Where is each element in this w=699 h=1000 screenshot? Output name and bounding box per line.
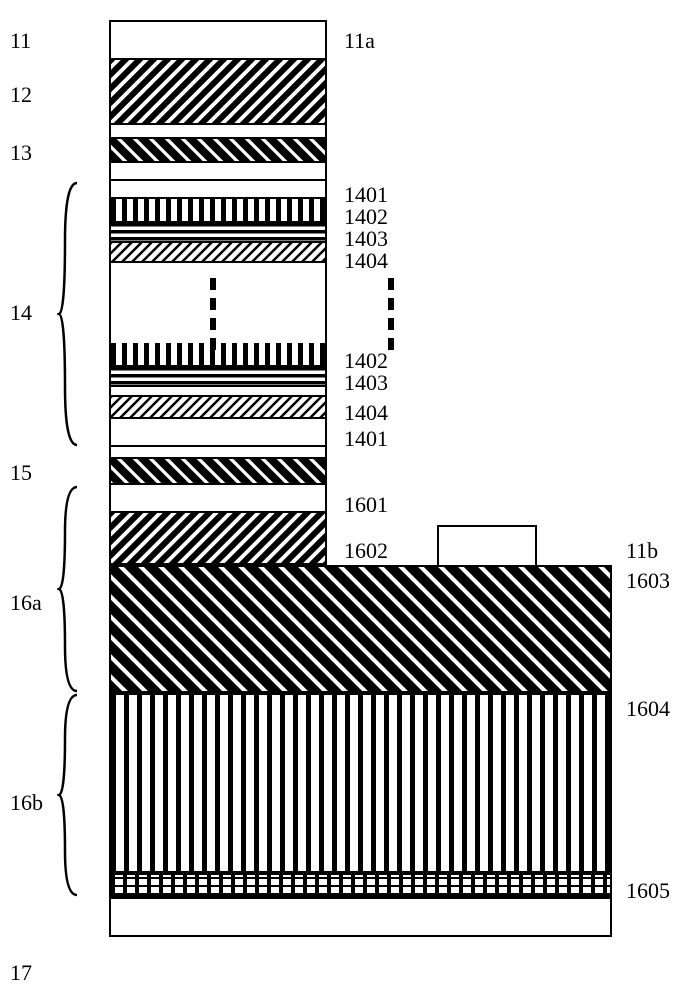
layer-l1403b: [109, 367, 327, 387]
vertical-ellipsis: [388, 278, 394, 358]
right-label: 1602: [344, 538, 388, 564]
right-label: 1401: [344, 426, 388, 452]
left-label: 15: [10, 460, 32, 486]
right-label-wide: 1605: [626, 878, 670, 904]
layer-l1603: [109, 565, 612, 693]
layer-l12: [109, 60, 327, 125]
layer-l11: [109, 20, 327, 60]
layer-l15s: [109, 447, 327, 459]
right-label-wide: 1604: [626, 696, 670, 722]
right-label: 1601: [344, 492, 388, 518]
left-label: 16a: [10, 590, 42, 616]
layer-l12s: [109, 125, 327, 139]
layer-l11b: [437, 525, 537, 565]
layer-spacerb: [109, 387, 327, 397]
left-label: 11: [10, 28, 31, 54]
left-label: 17: [10, 960, 32, 986]
right-label-wide: 1603: [626, 568, 670, 594]
left-label: 13: [10, 140, 32, 166]
left-label: 14: [10, 300, 32, 326]
right-label: 1404: [344, 248, 388, 274]
layer-l13s: [109, 163, 327, 181]
layer-l1402a: [109, 199, 327, 223]
layer-l1403a: [109, 223, 327, 243]
layer-l1605: [109, 873, 612, 897]
layer-l17: [109, 897, 612, 937]
layer-l1401a: [109, 181, 327, 199]
layer-l15: [109, 459, 327, 485]
brace-b16a: [57, 485, 79, 693]
brace-b14: [57, 181, 79, 447]
layer-l1404b: [109, 397, 327, 419]
layer-l1401b: [109, 419, 327, 447]
brace-b16b: [57, 693, 79, 897]
layer-l1602: [109, 513, 327, 565]
right-label-wide: 11b: [626, 538, 658, 564]
left-label: 16b: [10, 790, 43, 816]
layer-l1404a: [109, 243, 327, 263]
right-label: 1404: [344, 400, 388, 426]
layer-l1402b: [109, 343, 327, 367]
left-label: 12: [10, 82, 32, 108]
layer-l1601: [109, 485, 327, 513]
vertical-ellipsis: [210, 278, 216, 358]
layer-l13: [109, 139, 327, 163]
layer-l1604: [109, 693, 612, 873]
right-label: 1403: [344, 370, 388, 396]
right-label: 11a: [344, 28, 375, 54]
layer-gap14: [109, 263, 327, 343]
